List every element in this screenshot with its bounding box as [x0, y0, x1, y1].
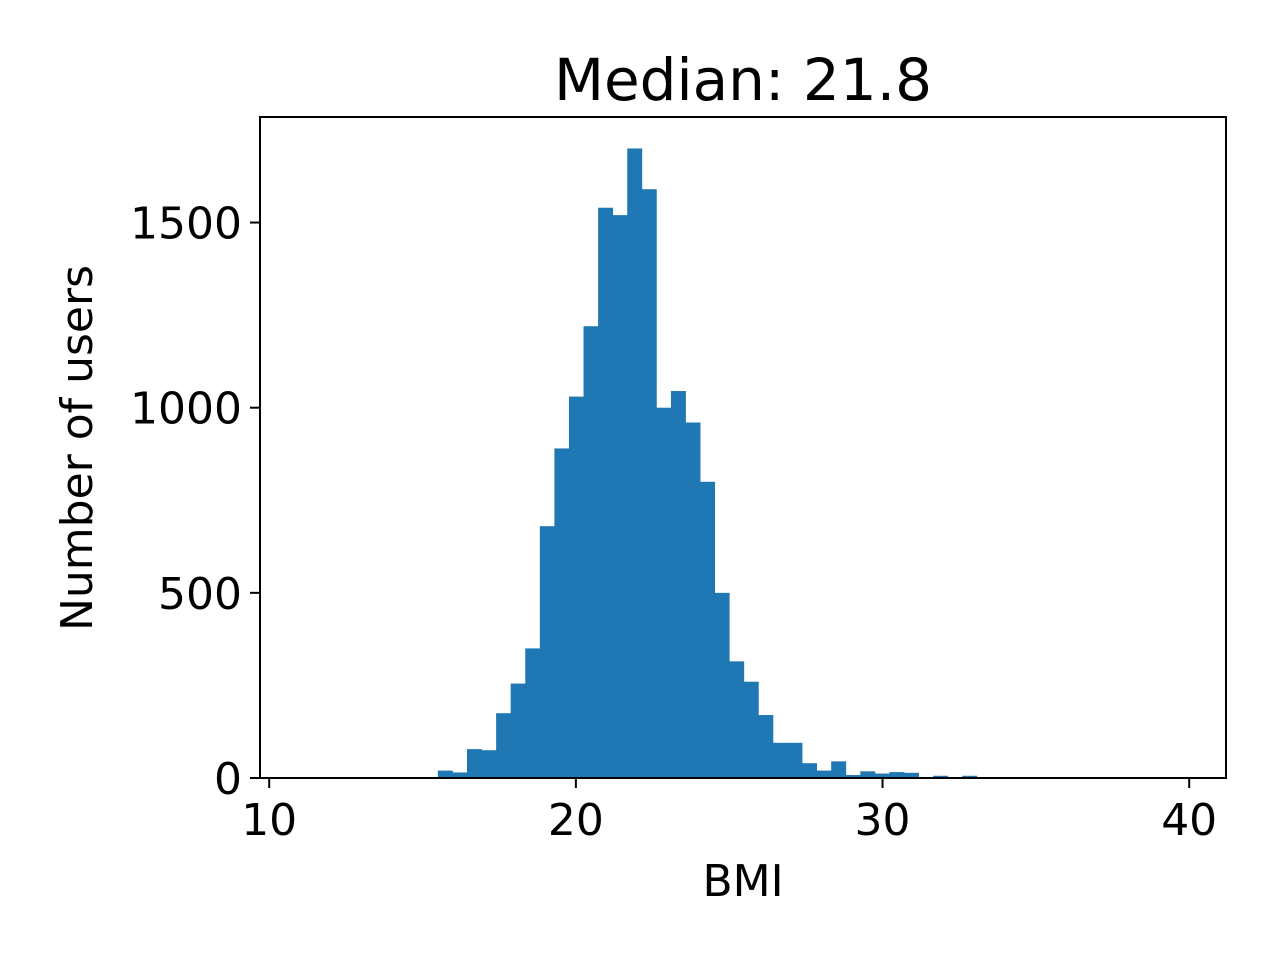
y-tick-label: 1000 — [130, 384, 242, 435]
histogram-bar — [670, 391, 686, 778]
x-tick-label: 10 — [241, 795, 297, 846]
histogram-bar — [467, 749, 482, 778]
histogram-bars — [437, 148, 992, 779]
x-tick-label: 20 — [548, 795, 604, 846]
histogram-bar — [962, 775, 978, 778]
y-axis-label: Number of users — [52, 265, 103, 631]
histogram-bar — [874, 773, 890, 778]
histogram-bar — [525, 648, 541, 778]
chart-title: Median: 21.8 — [554, 46, 932, 114]
y-tick-label: 500 — [158, 569, 242, 620]
histogram-bar — [510, 683, 526, 778]
histogram-bar — [845, 775, 861, 778]
histogram-bar — [904, 772, 919, 778]
histogram-bar — [714, 592, 730, 778]
x-axis-label: BMI — [702, 856, 783, 907]
histogram-bar — [787, 742, 803, 778]
histogram-bar — [568, 396, 584, 778]
histogram-bar — [772, 742, 788, 778]
histogram-bar — [539, 526, 555, 778]
histogram-bar — [889, 772, 905, 778]
histogram-bar — [612, 215, 628, 778]
plot-frame — [259, 116, 1227, 779]
y-tick-label: 1500 — [130, 199, 242, 250]
histogram-bar — [685, 422, 701, 778]
y-tick-label: 0 — [214, 754, 242, 805]
histogram-bar — [598, 207, 614, 779]
histogram-bar — [627, 148, 643, 778]
x-axis-ticks: 10 20 30 40 — [241, 778, 1217, 846]
histogram-bar — [583, 326, 599, 778]
histogram-bar — [481, 750, 497, 778]
x-tick-label: 30 — [855, 795, 911, 846]
histogram-bar — [743, 681, 759, 778]
histogram-bar — [860, 771, 876, 778]
histogram-bar — [802, 763, 817, 778]
histogram-bar — [656, 407, 672, 778]
histogram-bar — [641, 189, 657, 778]
histogram-bar — [700, 481, 716, 778]
histogram-bar — [437, 770, 453, 778]
histogram-bar — [831, 761, 847, 778]
histogram-bar — [816, 770, 832, 778]
histogram-bar — [496, 713, 512, 778]
histogram-bar — [452, 772, 468, 778]
histogram-bar — [933, 775, 949, 778]
y-axis-ticks: 0 500 1000 1500 — [130, 199, 260, 805]
histogram-bar — [554, 448, 570, 778]
histogram-bar — [758, 715, 774, 778]
x-tick-label: 40 — [1161, 795, 1217, 846]
histogram-bar — [729, 661, 745, 778]
